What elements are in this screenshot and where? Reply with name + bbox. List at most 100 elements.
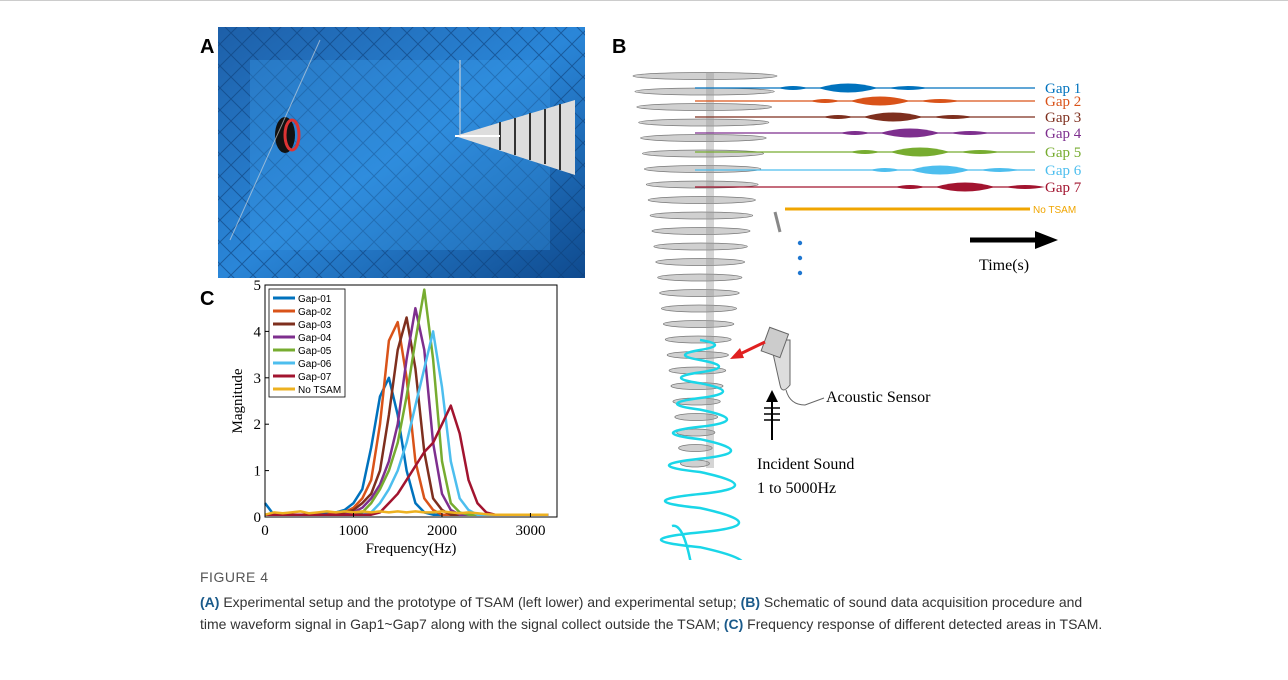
incident-label: Incident Sound — [757, 456, 854, 473]
disc — [651, 227, 751, 235]
caption-panel-ref: (A) — [200, 594, 220, 610]
gap-label: Gap 4 — [1045, 126, 1082, 142]
y-tick-label: 2 — [254, 417, 262, 433]
disc — [642, 149, 764, 158]
caption-panel-ref: (B) — [740, 594, 760, 610]
panel-label: A — [200, 36, 214, 58]
legend-label: Gap-04 — [298, 333, 332, 344]
legend-box — [268, 288, 346, 398]
sensor-arrowhead — [730, 348, 744, 359]
signal-burst — [850, 96, 910, 106]
disc — [638, 118, 770, 127]
disc — [636, 103, 772, 111]
legend-label: Gap-06 — [298, 359, 332, 370]
legend-label: No TSAM — [298, 385, 341, 396]
gap-label: Gap 1 — [1045, 81, 1081, 97]
disc — [664, 335, 732, 344]
disc — [649, 211, 754, 220]
no-tsam-label: No TSAM — [1033, 205, 1076, 216]
sensor-body — [760, 326, 790, 359]
disc — [632, 72, 778, 80]
disc — [662, 320, 735, 328]
signal-burst — [818, 83, 878, 93]
disc — [661, 304, 737, 313]
signal-burst — [910, 165, 970, 175]
disc — [657, 273, 743, 282]
disc — [678, 444, 713, 452]
gap-label: Gap 7 — [1045, 180, 1082, 196]
schematic-labels: Time(s) Acoustic Sensor Incident Sound 1… — [757, 257, 1029, 497]
gap-label: Gap 6 — [1045, 163, 1082, 179]
caption-segment: Schematic of sound data acquisition proc… — [760, 594, 1083, 610]
caption-line: time waveform signal in Gap1~Gap7 along … — [200, 613, 1260, 635]
time-label: Time(s) — [979, 257, 1029, 274]
photo — [218, 27, 585, 278]
legend-label: Gap-07 — [298, 372, 332, 383]
signal-burst — [935, 182, 995, 192]
disc — [655, 258, 745, 266]
x-axis-label: Frequency(Hz) — [366, 541, 457, 557]
ellipsis-dot — [797, 240, 803, 246]
gap-label: Gap 5 — [1045, 145, 1081, 161]
signal-burst — [890, 147, 950, 157]
signal-burst — [778, 86, 928, 90]
incident-arrowhead — [766, 390, 778, 402]
probe — [773, 211, 782, 233]
data-line — [264, 510, 549, 516]
disc — [659, 289, 740, 297]
disc — [647, 196, 756, 204]
time-arrowhead — [1035, 231, 1058, 249]
figure-label: FIGURE 4 — [200, 569, 269, 585]
disc — [674, 413, 718, 421]
disc — [676, 428, 716, 437]
y-tick-label: 0 — [254, 510, 262, 526]
legend-label: Gap-05 — [298, 346, 332, 357]
disc — [666, 351, 729, 359]
sensor-arrow — [737, 340, 766, 357]
y-axis-label: Magnitude — [230, 368, 246, 433]
signal-burst — [840, 131, 990, 135]
panel-label: C — [200, 288, 214, 310]
disc — [634, 87, 775, 96]
signal-burst — [870, 168, 1020, 172]
caption-segment: Frequency response of different detected… — [743, 616, 1103, 632]
caption: FIGURE 4 (A) Experimental setup and the … — [200, 566, 1260, 635]
disc — [640, 134, 767, 142]
caption-panel-ref: (C) — [723, 616, 744, 632]
y-tick-label: 3 — [254, 371, 262, 387]
y-tick-label: 1 — [254, 464, 262, 480]
sensor-cable — [785, 389, 825, 406]
caption-segment: time waveform signal in Gap1~Gap7 along … — [200, 616, 724, 632]
ellipsis-dot — [797, 270, 803, 276]
x-tick-label: 2000 — [427, 523, 457, 539]
disc — [653, 242, 748, 251]
x-tick-label: 1000 — [338, 523, 368, 539]
signal-burst — [863, 112, 923, 122]
chart: 0 1 2 3 4 5 0 1000 2000 3000 Frequency(Hz) Magnitud… — [230, 278, 558, 557]
x-tick-label: 0 — [261, 523, 269, 539]
disc — [643, 165, 762, 173]
caption-line: (A) Experimental setup and the prototype… — [200, 591, 1260, 613]
y-tick-label: 5 — [254, 278, 262, 294]
x-tick-label: 3000 — [515, 523, 545, 539]
incident-wave — [660, 338, 743, 560]
legend-label: Gap-02 — [298, 307, 332, 318]
caption-segment: Experimental setup and the prototype of … — [219, 594, 741, 610]
panel-label: B — [612, 36, 626, 58]
signal-burst — [895, 185, 1045, 189]
sensor-label: Acoustic Sensor — [826, 389, 931, 406]
signal-burst — [880, 128, 940, 138]
plot-frame — [264, 284, 558, 518]
legend-label: Gap-01 — [298, 294, 332, 305]
signal-burst — [850, 150, 1000, 154]
gap-label: Gap 3 — [1045, 110, 1081, 126]
gap-label: Gap 2 — [1045, 94, 1081, 110]
caption-text: (A) Experimental setup and the prototype… — [200, 591, 1260, 635]
range-label: 1 to 5000Hz — [757, 480, 836, 497]
signal-burst — [810, 99, 960, 103]
disc — [645, 180, 759, 189]
